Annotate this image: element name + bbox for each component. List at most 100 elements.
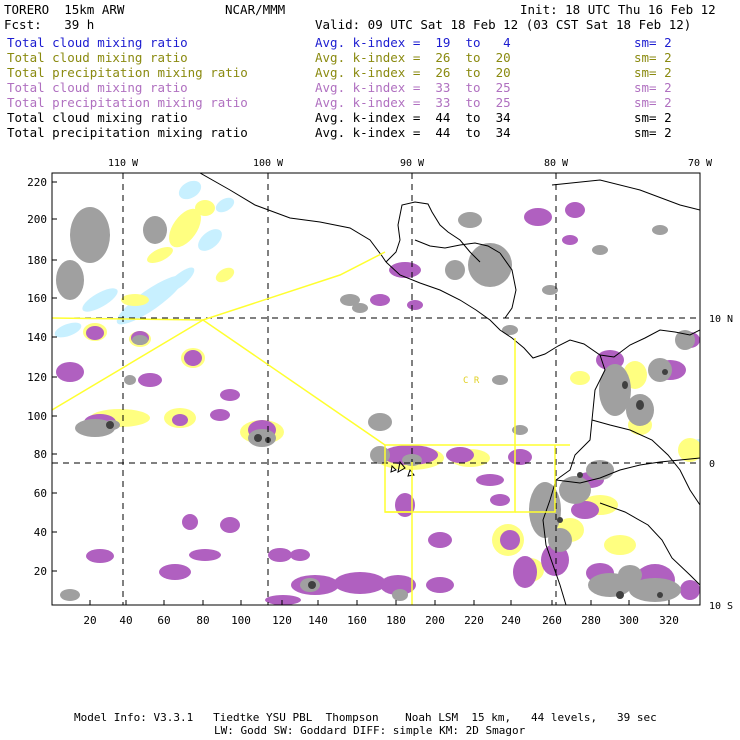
- y-axis-labels: 220 200 180 160 140 120 100 80 60 40 20: [27, 176, 47, 578]
- x-tick-label: 200: [425, 614, 445, 627]
- purple-cloud: [508, 449, 532, 465]
- y-tick-label: 120: [27, 371, 47, 384]
- purple-cloud: [290, 549, 310, 561]
- light-blue-cloud: [198, 229, 222, 251]
- yellow-cloud: [215, 267, 235, 283]
- gray-cloud: [60, 589, 80, 601]
- gray-cloud: [618, 565, 642, 585]
- purple-cloud: [395, 493, 415, 517]
- purple-cloud: [182, 514, 198, 530]
- gray-cloud: [370, 446, 390, 464]
- purple-cloud: [265, 595, 301, 605]
- purple-cloud: [680, 580, 700, 600]
- gray-cloud: [468, 243, 512, 287]
- gray-cloud: [648, 358, 672, 382]
- yellow-cloud: [195, 200, 215, 216]
- purple-cloud: [524, 208, 552, 226]
- legend-smoothing: sm= 2: [634, 35, 672, 50]
- map-frame: [51, 172, 701, 606]
- x-tick-label: 20: [83, 614, 96, 627]
- legend-kindex: Avg. k-index = 44 to 34: [315, 125, 511, 140]
- legend-smoothing: sm= 2: [634, 80, 672, 95]
- y-tick-label: 140: [27, 331, 47, 344]
- yellow-cloud: [121, 294, 149, 306]
- x-tick-label: 120: [272, 614, 292, 627]
- x-axis-labels: 20 40 60 80 100 120 140 160 180 200 220 240 260 280 30…: [83, 614, 679, 627]
- flight-track: [515, 445, 556, 513]
- purple-cloud: [428, 532, 452, 548]
- dark-precip-core: [636, 400, 644, 410]
- coastline: [397, 460, 406, 473]
- x-tick-label: 160: [347, 614, 367, 627]
- gray-cloud: [502, 325, 518, 335]
- legend-field-label: Total cloud mixing ratio: [7, 110, 188, 125]
- x-tick-label: 100: [231, 614, 251, 627]
- dark-precip-core: [662, 369, 668, 375]
- purple-cloud: [380, 575, 416, 595]
- model-info-line1: Model Info: V3.3.1 Tiedtke YSU PBL Thomp…: [74, 711, 657, 724]
- x-tick-label: 140: [308, 614, 328, 627]
- gray-cloud: [542, 285, 558, 295]
- longitude-labels: 110 W 100 W 90 W 80 W 70 W: [108, 158, 713, 169]
- gray-cloud: [445, 260, 465, 280]
- purple-cloud: [220, 389, 240, 401]
- x-tick-label: 40: [119, 614, 132, 627]
- coastline: [199, 173, 387, 263]
- x-tick-label: 300: [619, 614, 639, 627]
- gray-cloud: [492, 375, 508, 385]
- y-tick-label: 60: [34, 487, 47, 500]
- legend-smoothing: sm= 2: [634, 50, 672, 65]
- yellow-cloud: [570, 371, 590, 385]
- flight-track-layer: [52, 251, 570, 605]
- org-label: NCAR/MMM: [225, 2, 286, 17]
- dark-precip-core: [557, 517, 563, 523]
- legend-smoothing: sm= 2: [634, 95, 672, 110]
- legend-smoothing: sm= 2: [634, 125, 672, 140]
- yellow-cloud: [169, 208, 201, 248]
- legend-kindex: Avg. k-index = 26 to 20: [315, 50, 511, 65]
- purple-cloud: [500, 530, 520, 550]
- coastline: [555, 457, 700, 484]
- legend-field-label: Total cloud mixing ratio: [7, 35, 188, 50]
- light-blue-cloud: [215, 197, 235, 213]
- purple-cloud: [189, 549, 221, 561]
- flight-track: [52, 251, 386, 321]
- gray-cloud: [599, 364, 631, 416]
- gray-cloud: [392, 589, 408, 601]
- legend-field-label: Total precipitation mixing ratio: [7, 95, 248, 110]
- gray-cloud: [592, 245, 608, 255]
- yellow-cloud: [678, 438, 700, 462]
- coastline: [385, 201, 481, 263]
- purple-cloud: [426, 577, 454, 593]
- x-tick-label: 220: [464, 614, 484, 627]
- legend-kindex: Avg. k-index = 33 to 25: [315, 80, 511, 95]
- x-tick-label: 280: [581, 614, 601, 627]
- yellow-cloud: [604, 535, 636, 555]
- dark-precip-core: [308, 581, 316, 589]
- gray-cloud: [559, 476, 591, 504]
- purple-cloud: [389, 262, 421, 278]
- purple-cloud: [210, 409, 230, 421]
- dark-precip-core: [106, 421, 114, 429]
- legend-field-label: Total cloud mixing ratio: [7, 50, 188, 65]
- latitude-labels: 10 N 0 10 S: [709, 314, 733, 612]
- purple-cloud: [159, 564, 191, 580]
- coastline-layer: [199, 173, 700, 605]
- longitude-label: 90 W: [400, 158, 425, 169]
- longitude-label: 110 W: [108, 158, 139, 169]
- forecast-hour: Fcst: 39 h: [4, 17, 95, 32]
- gray-cloud: [70, 207, 110, 263]
- latitude-label: 10 S: [709, 601, 733, 612]
- purple-cloud: [138, 373, 162, 387]
- purple-cloud: [334, 572, 386, 594]
- coastline: [385, 261, 700, 359]
- gray-cloud: [368, 413, 392, 431]
- purple-cloud: [571, 501, 599, 519]
- latitude-label: 0: [709, 459, 715, 470]
- legend-smoothing: sm= 2: [634, 65, 672, 80]
- coastline: [591, 419, 700, 506]
- light-blue-cloud: [178, 180, 202, 200]
- y-tick-label: 200: [27, 213, 47, 226]
- latitude-label: 10 N: [709, 314, 733, 325]
